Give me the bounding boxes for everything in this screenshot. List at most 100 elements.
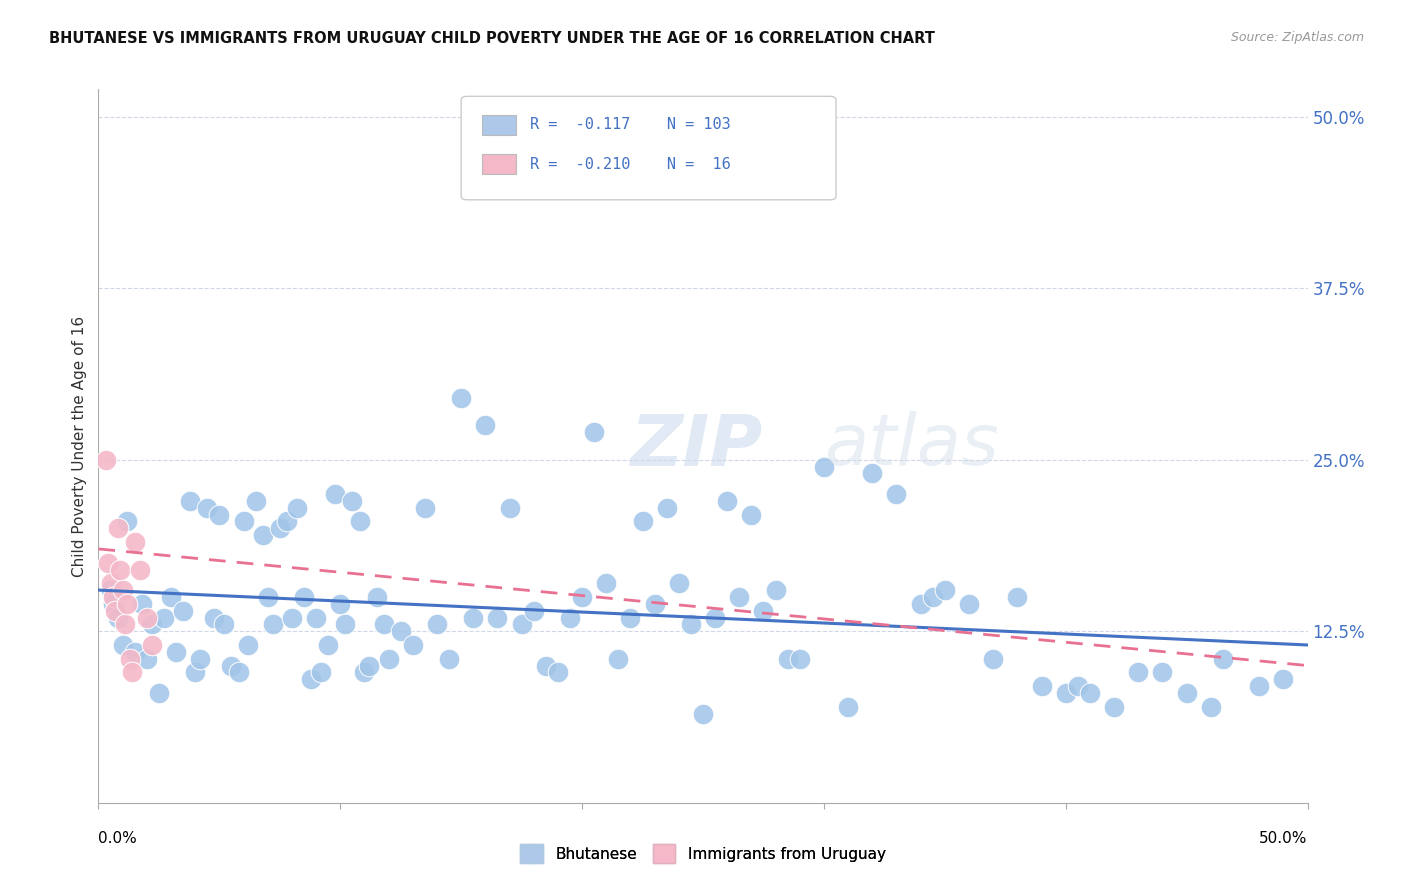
- Point: [679, 617, 702, 632]
- Point: [389, 624, 412, 639]
- Point: [212, 617, 235, 632]
- Point: [1152, 665, 1174, 680]
- Point: [740, 508, 762, 522]
- Legend: Bhutanese, Immigrants from Uruguay: Bhutanese, Immigrants from Uruguay: [520, 845, 886, 863]
- Point: [276, 515, 298, 529]
- Point: [97, 556, 120, 570]
- Text: BHUTANESE VS IMMIGRANTS FROM URUGUAY CHILD POVERTY UNDER THE AGE OF 16 CORRELATI: BHUTANESE VS IMMIGRANTS FROM URUGUAY CHI…: [49, 31, 935, 46]
- Point: [101, 590, 124, 604]
- Point: [1067, 679, 1090, 693]
- Point: [262, 617, 284, 632]
- Point: [886, 487, 908, 501]
- Point: [141, 617, 163, 632]
- Point: [463, 610, 485, 624]
- Point: [152, 610, 174, 624]
- Point: [309, 665, 332, 680]
- Point: [111, 583, 134, 598]
- Point: [474, 418, 496, 433]
- Point: [121, 665, 143, 680]
- Point: [128, 562, 150, 576]
- Point: [571, 590, 593, 604]
- Point: [373, 617, 395, 632]
- Point: [547, 665, 569, 680]
- Point: [934, 583, 956, 598]
- Point: [131, 597, 153, 611]
- Point: [228, 665, 250, 680]
- Text: Source: ZipAtlas.com: Source: ZipAtlas.com: [1230, 31, 1364, 45]
- Point: [910, 597, 932, 611]
- Point: [172, 604, 194, 618]
- Point: [114, 617, 136, 632]
- Point: [281, 610, 304, 624]
- Point: [450, 391, 472, 405]
- Point: [124, 645, 146, 659]
- Point: [316, 638, 339, 652]
- Point: [285, 500, 308, 515]
- Point: [124, 535, 146, 549]
- Point: [1272, 673, 1295, 687]
- Point: [1199, 699, 1222, 714]
- Point: [1128, 665, 1150, 680]
- Point: [837, 699, 859, 714]
- Point: [1054, 686, 1077, 700]
- Point: [204, 610, 226, 624]
- Text: 50.0%: 50.0%: [1260, 831, 1308, 847]
- Text: 0.0%: 0.0%: [98, 831, 138, 847]
- Point: [184, 665, 207, 680]
- Point: [510, 617, 533, 632]
- Point: [292, 590, 315, 604]
- Point: [595, 576, 617, 591]
- Point: [101, 597, 124, 611]
- Point: [1249, 679, 1271, 693]
- Point: [789, 651, 811, 665]
- FancyBboxPatch shape: [461, 96, 837, 200]
- Point: [728, 590, 751, 604]
- Point: [921, 590, 943, 604]
- Point: [377, 651, 399, 665]
- Point: [1175, 686, 1198, 700]
- Point: [765, 583, 787, 598]
- Point: [108, 562, 131, 576]
- Point: [534, 658, 557, 673]
- Point: [342, 494, 364, 508]
- Text: atlas: atlas: [824, 411, 998, 481]
- Point: [981, 651, 1004, 665]
- Point: [752, 604, 775, 618]
- Point: [252, 528, 274, 542]
- Point: [232, 515, 254, 529]
- Point: [245, 494, 267, 508]
- Point: [716, 494, 738, 508]
- Point: [349, 515, 371, 529]
- FancyBboxPatch shape: [482, 115, 516, 135]
- Point: [94, 452, 117, 467]
- Point: [655, 500, 678, 515]
- Point: [329, 597, 352, 611]
- Point: [704, 610, 727, 624]
- Point: [100, 576, 122, 591]
- Point: [141, 638, 163, 652]
- Point: [111, 638, 134, 652]
- Point: [104, 604, 127, 618]
- Point: [402, 638, 425, 652]
- Point: [353, 665, 375, 680]
- Point: [165, 645, 187, 659]
- Point: [148, 686, 170, 700]
- Point: [426, 617, 449, 632]
- Point: [118, 651, 141, 665]
- Point: [305, 610, 328, 624]
- Point: [299, 673, 322, 687]
- Point: [813, 459, 835, 474]
- Point: [107, 610, 129, 624]
- Point: [117, 515, 139, 529]
- Point: [1007, 590, 1029, 604]
- Text: R =  -0.117    N = 103: R = -0.117 N = 103: [530, 118, 731, 132]
- Point: [668, 576, 690, 591]
- Point: [523, 604, 546, 618]
- Point: [776, 651, 799, 665]
- Point: [179, 494, 201, 508]
- Point: [1212, 651, 1234, 665]
- Point: [135, 651, 157, 665]
- Point: [325, 487, 347, 501]
- Point: [619, 610, 641, 624]
- Point: [333, 617, 356, 632]
